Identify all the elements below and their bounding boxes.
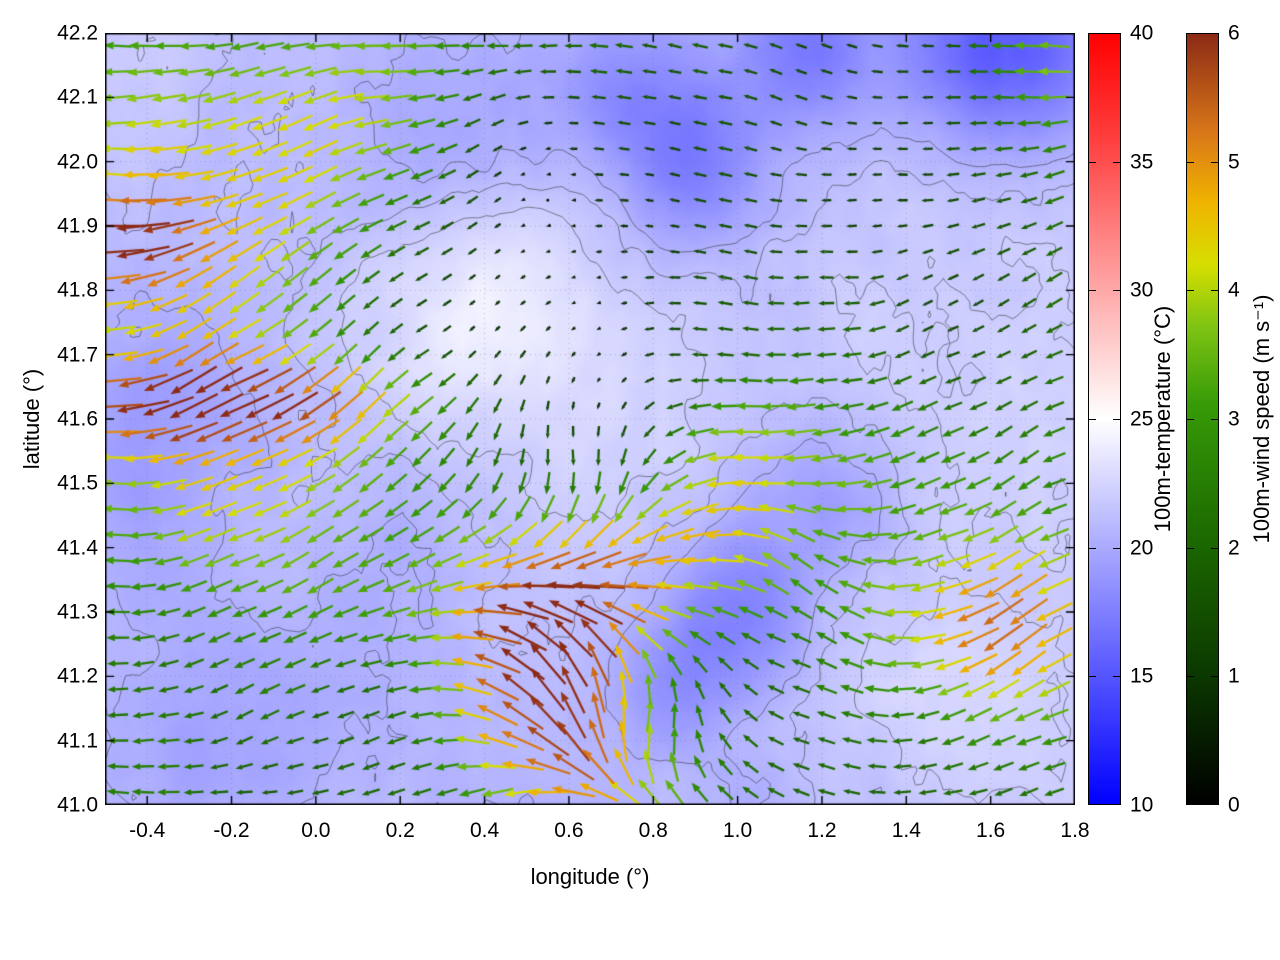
x-tick-label: 0.8	[638, 819, 668, 842]
y-tick-label: 41.8	[57, 278, 98, 302]
temperature-colorbar-tick-label: 20	[1130, 536, 1154, 560]
temperature-colorbar-tick-mark	[1113, 290, 1120, 292]
temperature-colorbar-tick-label: 30	[1130, 278, 1154, 302]
temperature-colorbar-tick-mark	[1113, 676, 1120, 678]
wind-speed-colorbar-title: 100m-wind speed (m s⁻¹)	[1249, 294, 1274, 544]
x-tick-label: 1.8	[1060, 819, 1090, 842]
wind_speed-colorbar-tick-mark	[1187, 419, 1194, 420]
wind_speed-colorbar-tick-mark	[1187, 676, 1194, 678]
wind_speed-colorbar-tick-label: 1	[1228, 664, 1240, 688]
x-tick-label: 1.6	[976, 819, 1006, 842]
x-tick-label: -0.4	[129, 819, 166, 842]
wind_speed-colorbar-tick-mark	[1187, 547, 1194, 549]
y-tick-label: 41.4	[57, 536, 98, 560]
y-axis-label: latitude (°)	[19, 368, 44, 470]
wind_speed-colorbar-tick-mark	[1211, 547, 1218, 549]
temperature-colorbar-tick-label: 10	[1130, 793, 1154, 817]
wind_speed-colorbar-tick-mark	[1187, 161, 1194, 163]
temperature-colorbar-tick-mark	[1113, 419, 1120, 420]
temperature-colorbar-tick-mark	[1089, 290, 1096, 292]
y-tick-label: 41.1	[57, 729, 98, 753]
wind_speed-colorbar-tick-label: 5	[1228, 150, 1240, 174]
x-tick-label: 0.2	[385, 819, 415, 842]
y-tick-label: 41.9	[57, 214, 98, 238]
temperature-colorbar-tick-mark	[1089, 419, 1096, 420]
temperature-colorbar-tick-mark	[1113, 547, 1120, 549]
y-tick-label: 41.7	[57, 343, 98, 367]
wind_speed-colorbar-tick-mark	[1211, 290, 1218, 292]
temperature-colorbar-tick-mark	[1089, 547, 1096, 549]
temperature-colorbar-tick-label: 40	[1130, 21, 1154, 45]
temperature-colorbar-tick-mark	[1089, 676, 1096, 678]
temperature-wind-map-canvas	[105, 33, 1075, 805]
y-tick-label: 42.1	[57, 85, 98, 109]
wind_speed-colorbar-tick-mark	[1211, 676, 1218, 678]
temperature-colorbar-tick-label: 25	[1130, 407, 1154, 431]
y-tick-label: 41.5	[57, 471, 98, 495]
temperature-colorbar-tick-mark	[1113, 161, 1120, 163]
wind_speed-colorbar-tick-mark	[1187, 290, 1194, 292]
temperature-colorbar-tick-label: 35	[1130, 150, 1154, 174]
x-tick-label: 0.6	[554, 819, 584, 842]
y-tick-label: 41.2	[57, 664, 98, 688]
y-tick-label: 42.2	[57, 21, 98, 45]
wind_speed-colorbar-tick-label: 6	[1228, 21, 1240, 45]
wind_speed-colorbar-tick-label: 4	[1228, 278, 1240, 302]
temperature-colorbar-tick-label: 15	[1130, 664, 1154, 688]
x-tick-label: 1.2	[807, 819, 837, 842]
y-tick-label: 41.0	[57, 793, 98, 817]
y-tick-label: 41.6	[57, 407, 98, 431]
wind_speed-colorbar-tick-label: 2	[1228, 536, 1240, 560]
temperature-colorbar-tick-mark	[1089, 161, 1096, 163]
y-tick-label: 42.0	[57, 150, 98, 174]
wind_speed-colorbar-tick-label: 0	[1228, 793, 1240, 817]
y-tick-label: 41.3	[57, 600, 98, 624]
x-tick-label: 0.0	[301, 819, 331, 842]
wind_speed-colorbar-tick-mark	[1211, 419, 1218, 420]
x-tick-label: -0.2	[213, 819, 250, 842]
wind_speed-colorbar-tick-mark	[1211, 161, 1218, 163]
x-tick-label: 1.4	[891, 819, 921, 842]
wind_speed-colorbar-tick-label: 3	[1228, 407, 1240, 431]
temperature-colorbar-title: 100m-temperature (°C)	[1150, 305, 1175, 533]
x-axis-label: longitude (°)	[530, 864, 650, 889]
x-tick-label: 1.0	[722, 819, 753, 842]
x-tick-label: 0.4	[469, 819, 500, 842]
